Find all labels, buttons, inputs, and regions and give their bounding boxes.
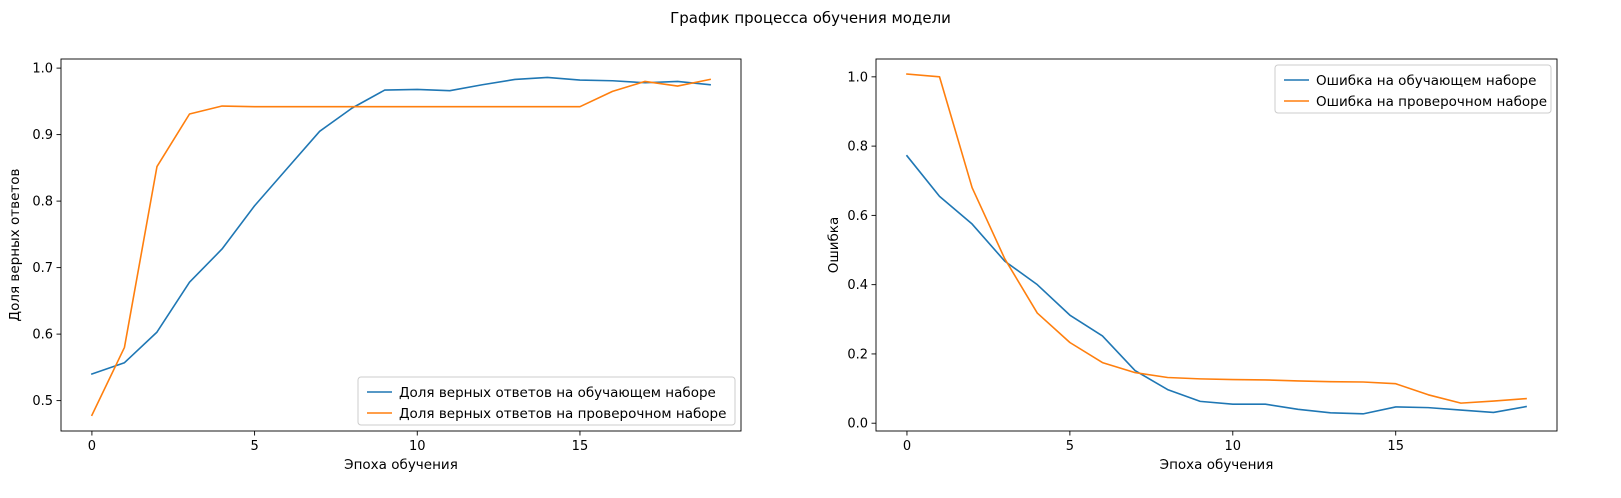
chart-1-x-tick-label: 5 — [1066, 439, 1074, 454]
chart-0-x-axis-label: Эпоха обучения — [344, 457, 458, 473]
chart-0-y-tick-label: 0.9 — [32, 128, 53, 143]
chart-0-legend-box — [357, 376, 736, 426]
chart-1-x-tick-label: 15 — [1387, 439, 1404, 454]
chart-1-legend-label-1: Ошибка на проверочном наборе — [1316, 94, 1547, 110]
chart-0-x-tick-label: 10 — [409, 439, 426, 454]
chart-0-y-tick-label: 1.0 — [32, 62, 53, 77]
loss-chart: 0 5 10 15 0.0 0.2 0.4 0.6 0.8 1.0 Эпоха обучения Ош… — [826, 58, 1558, 473]
chart-0-y-tick-label: 0.5 — [32, 394, 53, 409]
chart-0-series-line-1 — [90, 78, 712, 417]
chart-0-y-axis-label: Доля верных ответов — [7, 169, 23, 322]
chart-0-y-tick-label: 0.8 — [32, 195, 53, 210]
chart-0-legend-label-0: Доля верных ответов на обучающем наборе — [399, 385, 716, 401]
chart-1-x-tick-label: 10 — [1225, 439, 1242, 454]
chart-1-y-axis-label: Ошибка — [826, 217, 842, 274]
chart-0-x-tick-label: 5 — [250, 439, 258, 454]
chart-1-legend-label-0: Ошибка на обучающем наборе — [1316, 73, 1536, 89]
chart-0-x-tick-label: 0 — [88, 439, 96, 454]
chart-0-y-tick-label: 0.7 — [32, 261, 53, 276]
chart-0-y-tick-label: 0.6 — [32, 328, 53, 343]
chart-1-y-tick-label: 0.6 — [847, 209, 868, 224]
chart-1-legend-box — [1274, 64, 1552, 114]
chart-0-x-tick-label: 15 — [572, 439, 589, 454]
chart-1-axes-frame — [875, 58, 1558, 432]
accuracy-chart: 0 5 10 15 0.5 0.6 0.7 0.8 0.9 1.0 Эпоха обучения До… — [7, 58, 742, 473]
chart-1-x-tick-label: 0 — [903, 439, 911, 454]
chart-1-x-axis-label: Эпоха обучения — [1160, 457, 1274, 473]
chart-1-y-tick-label: 1.0 — [847, 70, 868, 85]
figure-title: График процесса обучения модели — [670, 9, 951, 27]
chart-1-y-tick-label: 0.0 — [847, 417, 868, 432]
chart-1-series-line-1 — [906, 73, 1527, 404]
chart-1-y-tick-label: 0.4 — [847, 278, 868, 293]
chart-1-series-line-0 — [905, 154, 1527, 415]
chart-1-y-tick-label: 0.2 — [847, 347, 868, 362]
chart-0-series-line-0 — [90, 76, 711, 376]
chart-0-legend-label-1: Доля верных ответов на проверочном набор… — [399, 406, 726, 422]
chart-0-axes-frame — [60, 58, 742, 432]
chart-1-y-tick-label: 0.8 — [847, 140, 868, 155]
